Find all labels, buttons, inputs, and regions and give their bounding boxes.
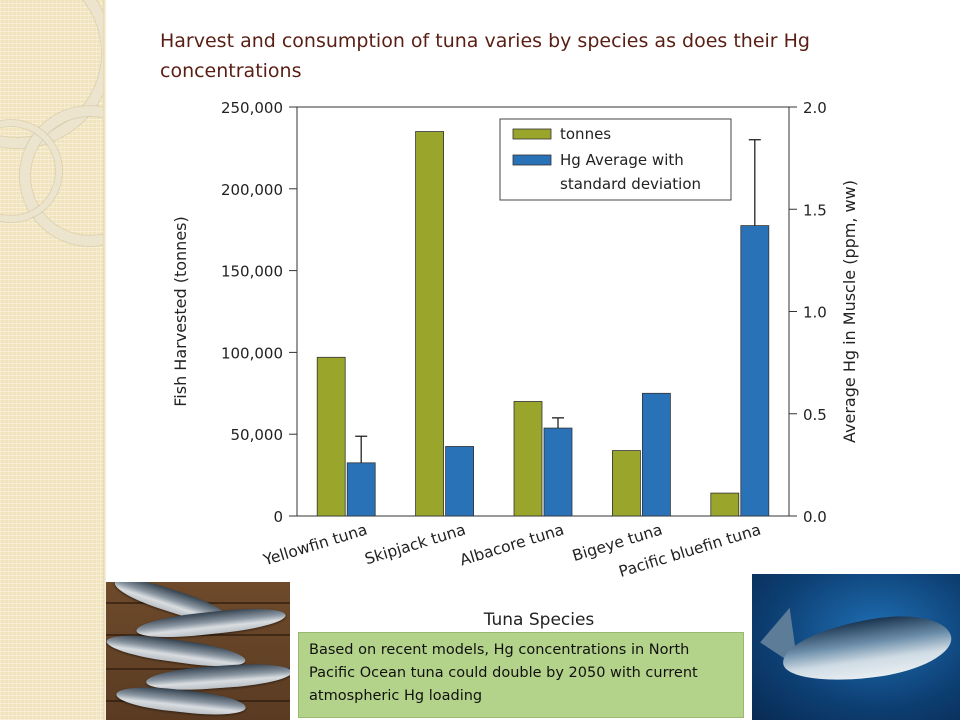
callout-box: Based on recent models, Hg concentration… xyxy=(298,632,744,718)
right-axis-title: Average Hg in Muscle (ppm, ww) xyxy=(840,180,859,443)
chart-panel: 0 50,000 100,000 150,000 200,000 250,000 0.0 0.… xyxy=(162,92,860,634)
category-label: Skipjack tuna xyxy=(363,521,468,569)
left-axis-tick-label: 50,000 xyxy=(231,426,284,444)
legend-label-hg-line2: standard deviation xyxy=(560,175,701,193)
strip-edge xyxy=(103,0,106,720)
category-label: Yellowfin tuna xyxy=(260,521,369,570)
tonnes-bar xyxy=(611,450,641,517)
left-axis-tick-label: 200,000 xyxy=(221,181,283,199)
left-axis-tick-label: 150,000 xyxy=(221,263,283,281)
left-axis-tick-label: 100,000 xyxy=(221,344,283,362)
x-axis-title: Tuna Species xyxy=(483,610,595,630)
fish-shape xyxy=(778,608,956,690)
left-axis-tick-label: 0 xyxy=(273,508,283,526)
slide-title: Harvest and consumption of tuna varies b… xyxy=(160,30,810,82)
bluefin-tuna-photo xyxy=(752,574,960,720)
left-axis-tick-label: 250,000 xyxy=(221,99,283,117)
hg-bar xyxy=(641,392,671,517)
tuna-chart: 0 50,000 100,000 150,000 200,000 250,000 0.0 0.… xyxy=(171,99,859,630)
decorative-left-strip xyxy=(0,0,106,720)
hg-bar xyxy=(740,225,770,517)
legend-swatch-hg xyxy=(512,154,552,166)
hg-bar xyxy=(543,427,573,517)
tonnes-bar xyxy=(513,401,543,517)
right-axis-tick-label: 0.5 xyxy=(803,406,827,424)
legend-label-hg: Hg Average with xyxy=(560,151,684,169)
yellowfin-tuna-photo xyxy=(106,582,290,720)
tonnes-bar xyxy=(710,492,740,517)
right-axis-tick-label: 0.0 xyxy=(803,508,827,526)
tonnes-bar xyxy=(415,131,445,517)
hg-bar xyxy=(445,446,475,517)
tonnes-bar xyxy=(316,356,346,517)
category-label: Albacore tuna xyxy=(458,521,567,570)
left-axis-title: Fish Harvested (tonnes) xyxy=(171,216,190,406)
legend-swatch-tonnes xyxy=(512,128,552,140)
right-axis-tick-label: 1.5 xyxy=(803,201,827,219)
legend-label-tonnes: tonnes xyxy=(560,125,611,143)
right-axis-tick-label: 2.0 xyxy=(803,99,827,117)
right-axis-tick-label: 1.0 xyxy=(803,304,827,322)
hg-bar xyxy=(346,462,376,517)
